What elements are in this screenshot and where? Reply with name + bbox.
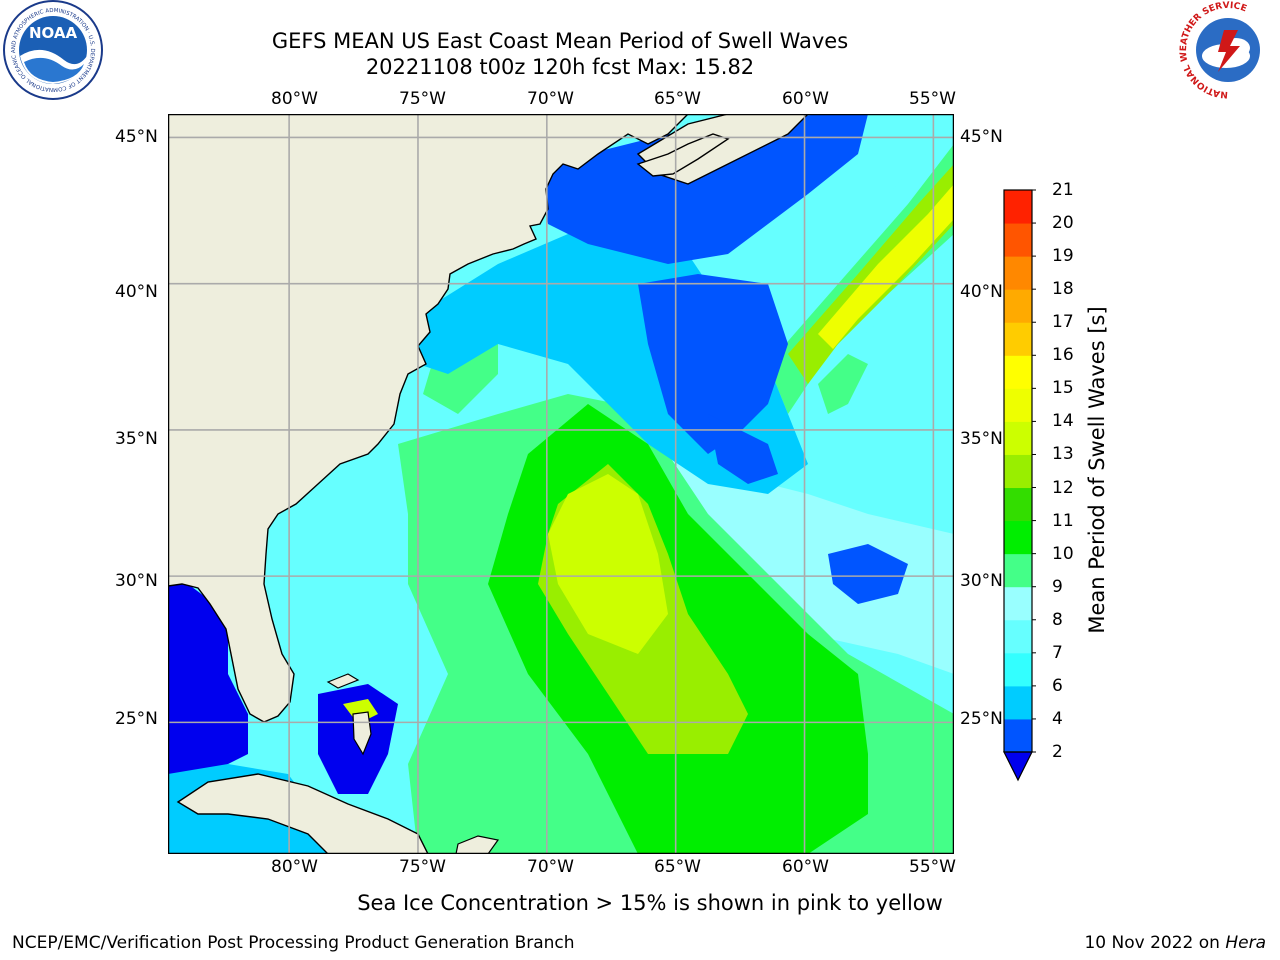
lat-label-right-45n: 45°N (960, 127, 1003, 147)
colorbar-tick-label: 17 (1052, 312, 1074, 333)
colorbar-segment (1004, 190, 1032, 224)
colorbar-tick-label: 20 (1052, 213, 1074, 234)
colorbar-tick-label: 8 (1052, 609, 1063, 630)
footer-credit: NCEP/EMC/Verification Post Processing Pr… (12, 933, 575, 953)
lon-label-top-70w: 70°W (527, 89, 574, 109)
colorbar-segment (1004, 487, 1032, 522)
colorbar-segment (1004, 718, 1032, 753)
sea-ice-note: Sea Ice Concentration > 15% is shown in … (357, 891, 943, 915)
lat-label-left-40n: 40°N (115, 282, 158, 302)
noaa-text: NOAA (29, 24, 78, 42)
noaa-logo: NOAA NATIONAL OCEANIC AND ATMOSPHERIC AD… (2, 0, 103, 100)
colorbar-segment (1004, 355, 1032, 389)
colorbar-tick-label: 15 (1052, 378, 1074, 399)
nws-logo: NATIONAL WEATHER SERVICE (1179, 1, 1276, 99)
graticule (168, 114, 954, 854)
colorbar-tick-label: 2 (1052, 742, 1063, 762)
cuba (176, 773, 429, 854)
colorbar-segment (1004, 685, 1032, 720)
lon-label-bottom-60w: 60°W (782, 857, 829, 877)
colorbar-segment (1004, 586, 1032, 621)
swell-fields (168, 114, 954, 854)
footer-machine: Hera (1225, 933, 1266, 953)
colorbar-tick-label: 13 (1052, 444, 1074, 465)
colorbar-tick-label: 14 (1052, 411, 1074, 432)
grand-bahama (326, 673, 360, 689)
lat-label-left-30n: 30°N (115, 571, 158, 591)
lat-label-left-25n: 25°N (115, 709, 158, 729)
lat-label-right-35n: 35°N (960, 429, 1003, 449)
colorbar-segment (1004, 289, 1032, 323)
colorbar-tick-label: 7 (1052, 642, 1063, 663)
colorbar-segment (1004, 421, 1032, 455)
colorbar-segment (1004, 652, 1032, 687)
lon-label-bottom-70w: 70°W (527, 857, 574, 877)
lon-label-bottom-75w: 75°W (399, 857, 446, 877)
chart-title: GEFS MEAN US East Coast Mean Period of S… (271, 29, 849, 53)
map-frame (168, 114, 954, 854)
lon-label-top-55w: 55°W (909, 89, 956, 109)
chart-subtitle: 20221108 t00z 120h fcst Max: 15.82 (365, 55, 755, 79)
lon-label-top-60w: 60°W (782, 89, 829, 109)
colorbar-label-text: Mean Period of Swell Waves [s] (1085, 306, 1109, 634)
colorbar-segment (1004, 520, 1032, 555)
colorbar-tick-label: 16 (1052, 345, 1074, 366)
north-america-land (168, 114, 689, 723)
field-13-14s (548, 474, 668, 654)
colorbar-tick-label: 4 (1052, 708, 1063, 729)
colorbar-segment (1004, 322, 1032, 356)
lat-label-right-25n: 25°N (960, 709, 1003, 729)
lon-label-bottom-65w: 65°W (654, 857, 701, 877)
colorbar-tick-label: 10 (1052, 543, 1074, 564)
lon-label-top-65w: 65°W (654, 89, 701, 109)
lat-label-left-45n: 45°N (115, 127, 158, 147)
lon-label-bottom-80w: 80°W (271, 857, 318, 877)
hispaniola (455, 835, 500, 854)
colorbar-segment (1004, 223, 1032, 257)
footer-date-text: 10 Nov 2022 on (1084, 933, 1226, 953)
colorbar-under-triangle (1003, 751, 1033, 782)
field-ne-14s (818, 184, 954, 349)
field-2-4s-gulf (538, 114, 868, 264)
lon-label-top-80w: 80°W (271, 89, 318, 109)
footer-date: 10 Nov 2022 on Hera (1084, 933, 1266, 953)
colorbar-segment (1004, 256, 1032, 290)
colorbar-tick-label: 12 (1052, 477, 1074, 498)
nova-scotia (636, 133, 730, 177)
swell-period-map (168, 114, 954, 854)
colorbar-tick-label: 6 (1052, 675, 1063, 696)
lat-label-right-30n: 30°N (960, 571, 1003, 591)
colorbar-tick-label: 21 (1052, 180, 1074, 200)
lon-label-bottom-55w: 55°W (909, 857, 956, 877)
colorbar-segment (1004, 619, 1032, 654)
colorbar-tick-label: 11 (1052, 510, 1074, 531)
colorbar-segment (1004, 553, 1032, 588)
colorbar (1003, 189, 1036, 782)
field-2-4s-east (828, 544, 908, 604)
colorbar-frame (1003, 189, 1033, 753)
field-2-4s-south (708, 414, 778, 484)
lat-label-right-40n: 40°N (960, 282, 1003, 302)
colorbar-tick-label: 19 (1052, 246, 1074, 267)
colorbar-tick-label: 18 (1052, 279, 1074, 300)
colorbar-segment (1004, 454, 1032, 489)
field-east-10s (818, 354, 868, 414)
colorbar-segment (1004, 388, 1032, 422)
land (168, 114, 809, 854)
lat-label-left-35n: 35°N (115, 429, 158, 449)
colorbar-tick-label: 9 (1052, 576, 1063, 597)
lon-label-top-75w: 75°W (399, 89, 446, 109)
